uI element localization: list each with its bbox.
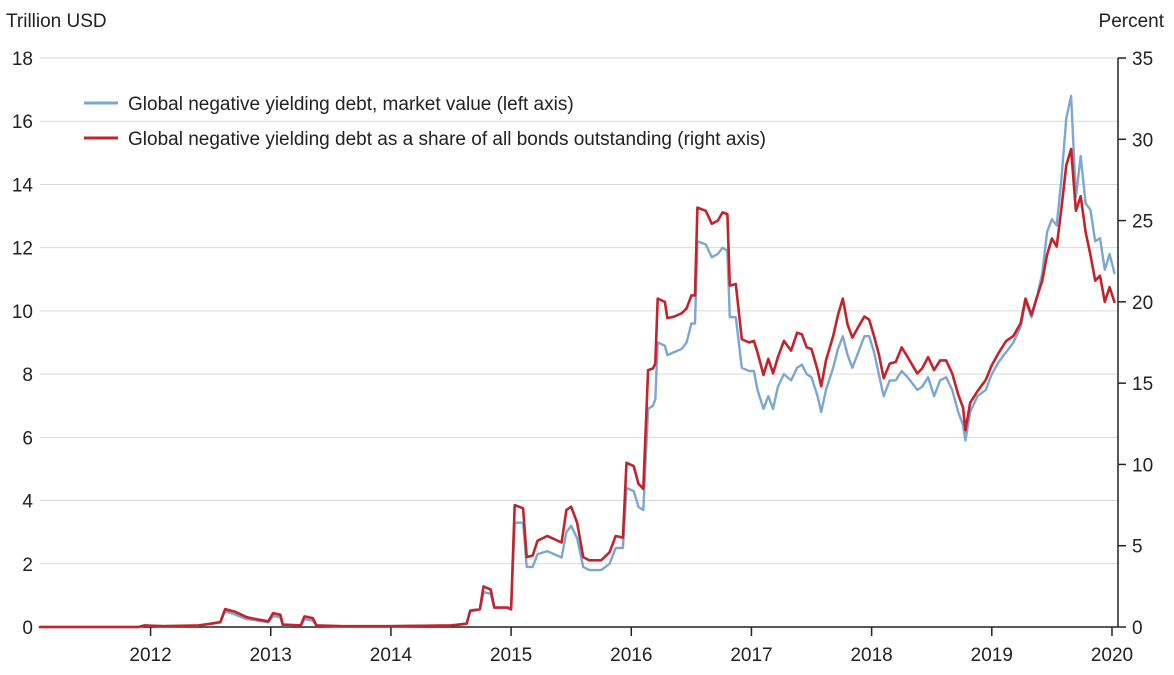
right-tick-label: 25 xyxy=(1132,212,1153,233)
right-tick-label: 15 xyxy=(1132,374,1153,395)
series-line-share-of-bonds xyxy=(38,147,1116,629)
x-tick-label: 2018 xyxy=(850,645,892,666)
left-axis-title: Trillion USD xyxy=(6,11,107,32)
left-tick-label: 14 xyxy=(12,175,34,196)
right-tick-label: 0 xyxy=(1132,618,1143,639)
x-tick-label: 2012 xyxy=(129,645,171,666)
left-tick-label: 12 xyxy=(12,239,33,260)
left-tick-label: 6 xyxy=(22,428,33,449)
left-tick-label: 2 xyxy=(22,555,33,576)
left-tick-label: 8 xyxy=(22,365,33,386)
x-tick-label: 2016 xyxy=(610,645,652,666)
legend-label: Global negative yielding debt, market va… xyxy=(128,94,574,115)
right-axis-title: Percent xyxy=(1099,11,1165,32)
right-tick-label: 30 xyxy=(1132,130,1153,151)
left-tick-label: 4 xyxy=(22,492,33,513)
right-tick-label: 20 xyxy=(1132,293,1153,314)
left-tick-label: 0 xyxy=(22,618,33,639)
x-tick-label: 2017 xyxy=(730,645,772,666)
axes: 0 2 4 6 8 10 12 14 16 18 0 5 10 15 20 25 30 35 2012 2013 201… xyxy=(12,49,1153,666)
legend-label: Global negative yielding debt as a share… xyxy=(128,129,766,150)
gridlines xyxy=(40,57,1118,565)
x-tick-label: 2020 xyxy=(1091,645,1133,666)
right-tick-label: 35 xyxy=(1132,49,1153,70)
left-tick-label: 18 xyxy=(12,49,33,70)
legend: Global negative yielding debt, market va… xyxy=(84,94,766,150)
series-lines xyxy=(38,94,1116,629)
right-tick-label: 5 xyxy=(1132,537,1143,558)
left-tick-label: 16 xyxy=(12,112,33,133)
series-line-market-value xyxy=(38,94,1116,629)
x-tick-label: 2015 xyxy=(490,645,532,666)
left-tick-label: 10 xyxy=(12,302,33,323)
x-tick-label: 2019 xyxy=(971,645,1013,666)
right-tick-label: 10 xyxy=(1132,455,1153,476)
x-tick-label: 2014 xyxy=(370,645,413,666)
x-tick-label: 2013 xyxy=(250,645,292,666)
